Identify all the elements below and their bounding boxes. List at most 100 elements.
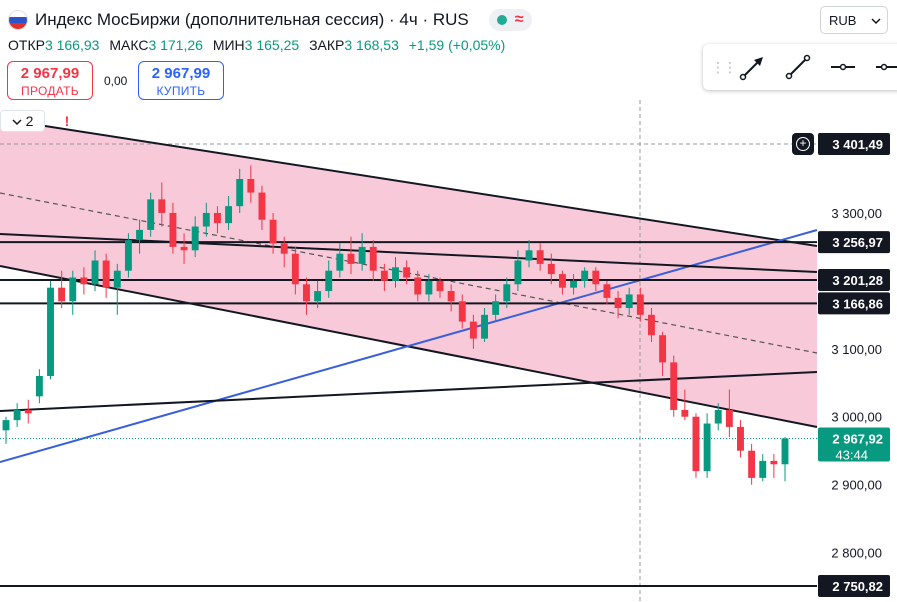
candle-body — [58, 287, 66, 302]
sell-price: 2 967,99 — [20, 65, 80, 82]
last-price-label-countdown: 43:44 — [835, 448, 868, 463]
ohlc-legend: ОТКР3 166,93 МАКС3 171,26 МИН3 165,25 ЗА… — [8, 37, 511, 53]
candle-body — [392, 267, 399, 281]
black-trendline-upper — [0, 233, 818, 273]
candle-body — [91, 260, 99, 285]
symbol-header[interactable]: Индекс МосБиржи (дополнительная сессия) … — [8, 9, 532, 31]
arrow-tool-icon[interactable] — [737, 51, 768, 83]
level-price-label-3: 2 750,82 — [832, 579, 883, 594]
candle-body — [714, 409, 722, 424]
price-tick-label: 2 900,00 — [831, 478, 882, 493]
candle — [113, 263, 121, 315]
ohlc-close-value: 3 168,53 — [344, 37, 399, 53]
candle-body — [225, 206, 233, 224]
crosshair-price-label-bg — [818, 133, 890, 155]
candle-body — [47, 287, 54, 376]
candle — [659, 331, 667, 376]
drag-handle-icon[interactable]: ⋮⋮ — [711, 58, 737, 75]
add-alert-button[interactable]: + — [792, 133, 814, 155]
candle — [536, 243, 544, 271]
level-price-label-1: 3 201,28 — [832, 273, 883, 288]
candle-body — [314, 291, 322, 302]
candle-body — [558, 274, 566, 288]
candle — [547, 253, 555, 285]
trend-line-tool-icon[interactable] — [782, 51, 813, 83]
candle — [336, 243, 344, 278]
warning-icon[interactable]: ! — [64, 113, 70, 129]
candle — [469, 314, 477, 349]
candle-body — [625, 294, 633, 309]
candle-body — [725, 409, 733, 427]
price-tick-label: 3 300,00 — [831, 206, 882, 221]
candle — [191, 216, 199, 258]
candle — [69, 270, 77, 315]
candle-body — [236, 178, 244, 207]
candle — [403, 260, 411, 285]
horizontal-line-tool-icon[interactable] — [872, 51, 897, 83]
market-open-dot-icon — [496, 15, 507, 25]
candle — [358, 233, 366, 271]
candle-body — [748, 450, 756, 478]
market-status-pill[interactable]: ≈ — [488, 9, 532, 31]
candle-body — [13, 409, 21, 421]
drawing-toolbar[interactable]: ⋮⋮ — [703, 44, 897, 90]
candle — [325, 260, 333, 298]
candle-body — [325, 270, 333, 292]
candle — [269, 212, 277, 254]
spread-value: 0,00 — [104, 74, 128, 88]
candle — [648, 308, 655, 343]
ohlc-low-label: МИН — [212, 37, 245, 53]
buy-button[interactable]: 2 967,99 КУПИТЬ — [138, 61, 224, 100]
candle-body — [614, 297, 622, 309]
currency-select[interactable]: RUB — [820, 6, 888, 34]
candle-body — [525, 250, 533, 261]
price-axis[interactable]: 3 300,00 3 100,00 3 000,00 2 900,00 2 800,00 — [831, 206, 882, 561]
candle — [280, 236, 288, 268]
candles — [2, 165, 789, 485]
symbol-title[interactable]: Индекс МосБиржи (дополнительная сессия) … — [35, 10, 469, 29]
candle-body — [592, 270, 600, 285]
candle — [681, 389, 689, 421]
candle-body — [681, 409, 689, 417]
last-price-label: 2 967,92 — [832, 432, 883, 447]
indicators-toggle[interactable]: 2 — [0, 110, 45, 132]
candle — [24, 399, 32, 424]
candle — [147, 192, 155, 237]
candle-body — [781, 438, 789, 465]
level-price-label-0-bg — [818, 231, 890, 254]
price-tick-label: 3 000,00 — [831, 410, 882, 425]
level-price-label-2-bg — [818, 292, 890, 315]
candle — [725, 389, 733, 438]
candle-body — [2, 420, 10, 431]
candle-body — [403, 267, 411, 278]
level-price-label-0: 3 256,97 — [832, 235, 883, 250]
candle-body — [213, 212, 221, 224]
candle-body — [124, 240, 132, 271]
candle-body — [770, 460, 778, 465]
candle — [592, 267, 600, 292]
candle — [714, 403, 722, 431]
chevron-down-icon — [12, 113, 22, 129]
candle — [436, 277, 444, 298]
ohlc-open-value: 3 166,93 — [44, 37, 100, 53]
ohlc-change: +1,59 (+0,05%) — [408, 37, 506, 53]
candle-body — [648, 314, 655, 336]
candle-body — [425, 280, 433, 295]
candle-body — [169, 212, 177, 247]
candle — [703, 413, 711, 478]
price-tick-label: 2 800,00 — [831, 546, 882, 561]
currency-value: RUB — [829, 12, 857, 28]
candle-body — [469, 321, 477, 339]
candle — [158, 182, 166, 227]
candle — [447, 284, 455, 312]
candle — [47, 280, 54, 380]
price-axis-bg — [818, 100, 897, 602]
candle — [570, 274, 578, 295]
sell-button[interactable]: 2 967,99 ПРОДАТЬ — [7, 61, 93, 100]
candle-body — [303, 284, 310, 302]
candle — [770, 454, 778, 478]
candle — [748, 443, 756, 485]
candle-body — [113, 270, 121, 288]
horizontal-ray-tool-icon[interactable] — [827, 51, 858, 83]
